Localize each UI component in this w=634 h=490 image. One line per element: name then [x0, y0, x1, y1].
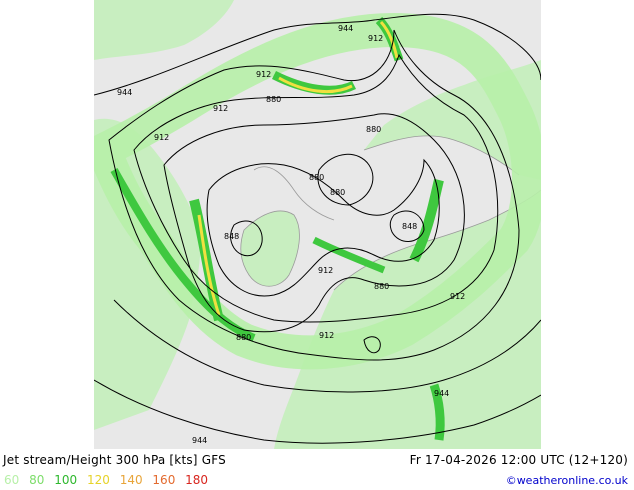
- legend-item: 120: [86, 473, 110, 487]
- map-canvas: 944 912 944 912 912 880 880 912 880 880 …: [94, 0, 541, 449]
- credit-link[interactable]: ©weatheronline.co.uk: [505, 474, 628, 487]
- contour-label: 912: [256, 70, 271, 79]
- contour-labels: 944 912 944 912 912 880 880 912 880 880 …: [117, 24, 465, 445]
- forecast-datetime: Fr 17-04-2026 12:00 UTC (12+120): [409, 453, 628, 467]
- weather-map: 944 912 944 912 912 880 880 912 880 880 …: [94, 0, 541, 449]
- contour-label: 912: [318, 266, 333, 275]
- contour-label: 880: [236, 333, 251, 342]
- contour-label: 912: [319, 331, 334, 340]
- height-contours: [94, 13, 541, 444]
- footer: Jet stream/Height 300 hPa [kts] GFS Fr 1…: [0, 449, 634, 490]
- legend-item: 80: [29, 473, 45, 487]
- contour-label: 912: [368, 34, 383, 43]
- contour-label: 880: [309, 173, 324, 182]
- contour-label: 880: [330, 188, 345, 197]
- contour-label: 944: [192, 436, 207, 445]
- contour-label: 880: [374, 282, 389, 291]
- contour-label: 848: [402, 222, 417, 231]
- contour-label: 944: [434, 389, 449, 398]
- chart-title: Jet stream/Height 300 hPa [kts] GFS: [3, 453, 226, 467]
- legend-item: 160: [152, 473, 176, 487]
- contour-label: 880: [366, 125, 381, 134]
- legend-item: 140: [119, 473, 143, 487]
- wind-speed-legend: 60 80 100 120 140 160 180: [4, 473, 214, 487]
- contour-label: 912: [154, 133, 169, 142]
- contour-label: 944: [117, 88, 132, 97]
- legend-item: 180: [185, 473, 209, 487]
- contour-label: 944: [338, 24, 353, 33]
- legend-item: 60: [4, 473, 20, 487]
- contour-label: 912: [213, 104, 228, 113]
- contour-label: 912: [450, 292, 465, 301]
- contour-label: 880: [266, 95, 281, 104]
- contour-label: 848: [224, 232, 239, 241]
- legend-item: 100: [54, 473, 78, 487]
